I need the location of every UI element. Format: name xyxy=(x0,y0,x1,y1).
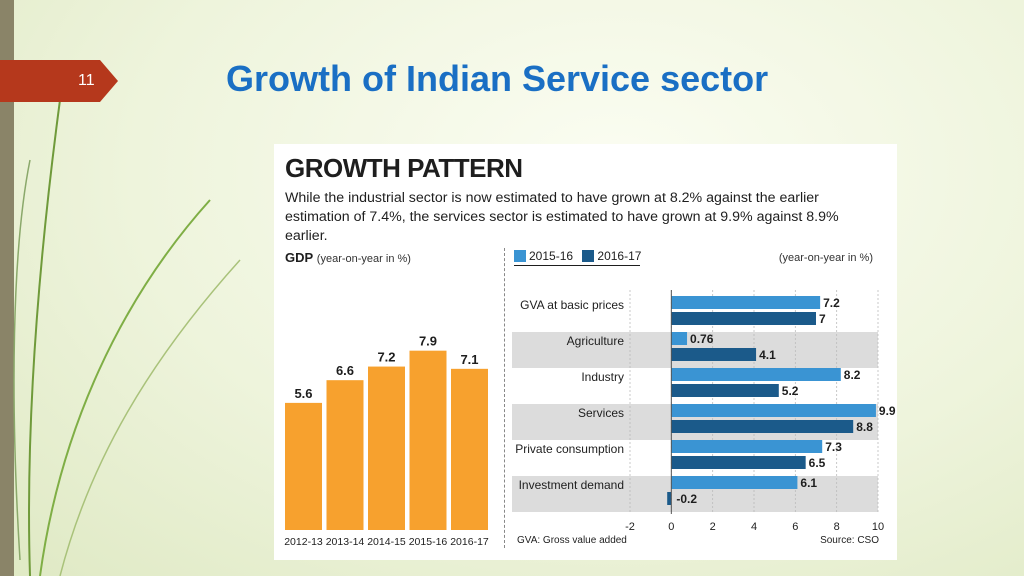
x-tick-label: 0 xyxy=(668,521,674,533)
gdp-value-label: 7.2 xyxy=(377,350,395,365)
gdp-title: GDP xyxy=(285,250,314,265)
bar-value-label: 5.2 xyxy=(782,384,799,398)
x-tick-label: 4 xyxy=(751,521,757,533)
series-bar xyxy=(671,476,798,489)
series-bar xyxy=(671,404,876,417)
legend-item-2015-16: 2015-16 xyxy=(514,249,573,263)
bar-value-label: 4.1 xyxy=(759,348,776,362)
x-tick-label: 6 xyxy=(792,521,798,533)
bar-value-label: 7 xyxy=(819,312,826,326)
chart-divider xyxy=(504,248,505,548)
gdp-category-label: 2012-13 xyxy=(284,536,323,548)
x-tick-label: 2 xyxy=(710,521,716,533)
series-bar xyxy=(671,440,823,453)
x-tick-label: 8 xyxy=(834,521,840,533)
gdp-bar-chart: 5.6 2012-13 6.6 2013-14 7.2 2014-15 7.9 2015-16… xyxy=(284,334,489,548)
gdp-bar xyxy=(451,368,488,530)
category-label: Agriculture xyxy=(567,334,625,348)
gdp-chart-label: GDP (year-on-year in %) xyxy=(285,250,411,265)
gdp-category-label: 2016-17 xyxy=(450,536,489,548)
series-bar xyxy=(671,312,816,325)
legend-item-2016-17: 2016-17 xyxy=(582,249,641,263)
gdp-value-label: 6.6 xyxy=(336,363,354,378)
gdp-category-label: 2015-16 xyxy=(409,536,448,548)
x-tick-label: -2 xyxy=(625,521,635,533)
category-label: Private consumption xyxy=(515,442,624,456)
x-tick-label: 10 xyxy=(872,521,884,533)
gdp-unit: (year-on-year in %) xyxy=(316,253,411,265)
slide-number: 11 xyxy=(78,72,95,89)
series-bar xyxy=(671,368,841,381)
series-bar xyxy=(671,420,854,433)
left-strip xyxy=(0,0,14,576)
gdp-bar xyxy=(409,350,447,530)
slide-number-tab: 11 xyxy=(0,60,118,102)
series-bar xyxy=(671,296,821,309)
legend-swatch-2016-17 xyxy=(582,250,595,262)
figure-subtitle: While the industrial sector is now estim… xyxy=(285,190,839,244)
figure-title: GROWTH PATTERN xyxy=(285,153,523,183)
source: Source: CSO xyxy=(820,535,879,546)
bar-value-label: -0.2 xyxy=(676,492,697,506)
category-label: GVA at basic prices xyxy=(520,298,624,312)
bar-value-label: 0.76 xyxy=(690,332,714,346)
bar-value-label: 8.2 xyxy=(844,368,861,382)
bar-value-label: 6.1 xyxy=(800,476,817,490)
gdp-bar xyxy=(326,380,364,530)
series-bar xyxy=(671,456,806,469)
infographic-panel: GROWTH PATTERN While the industrial sect… xyxy=(274,144,897,560)
gdp-value-label: 7.1 xyxy=(460,352,478,367)
gva-bar-chart: -2 0 2 4 6 8 10 GVA at basic prices 7.2 7 Agricult… xyxy=(512,290,896,533)
gdp-category-label: 2014-15 xyxy=(367,536,406,548)
bar-value-label: 7.2 xyxy=(823,296,840,310)
footnote: GVA: Gross value added xyxy=(517,535,627,546)
legend-label-2016-17: 2016-17 xyxy=(597,249,642,263)
category-label: Industry xyxy=(581,370,624,384)
gdp-value-label: 7.9 xyxy=(419,334,437,349)
gdp-value-label: 5.6 xyxy=(294,386,312,401)
series-bar xyxy=(671,384,779,397)
bar-value-label: 9.9 xyxy=(879,404,896,418)
series-bar xyxy=(671,348,757,361)
decorative-leaves xyxy=(13,99,241,576)
series-bar xyxy=(671,332,688,345)
slide-title: Growth of Indian Service sector xyxy=(226,58,769,99)
gdp-bar xyxy=(285,402,322,530)
bar-value-label: 6.5 xyxy=(809,456,826,470)
gdp-category-label: 2013-14 xyxy=(326,536,365,548)
series-bar xyxy=(667,492,672,505)
legend-underline xyxy=(514,265,640,266)
category-label: Investment demand xyxy=(519,478,624,492)
bar-value-label: 7.3 xyxy=(825,440,842,454)
legend: 2015-16 2016-17 xyxy=(514,249,647,263)
legend-label-2015-16: 2015-16 xyxy=(529,249,574,263)
category-label: Services xyxy=(578,406,624,420)
right-unit: (year-on-year in %) xyxy=(778,252,873,264)
gdp-bar xyxy=(368,366,405,530)
legend-swatch-2015-16 xyxy=(514,250,526,262)
bar-value-label: 8.8 xyxy=(856,420,873,434)
